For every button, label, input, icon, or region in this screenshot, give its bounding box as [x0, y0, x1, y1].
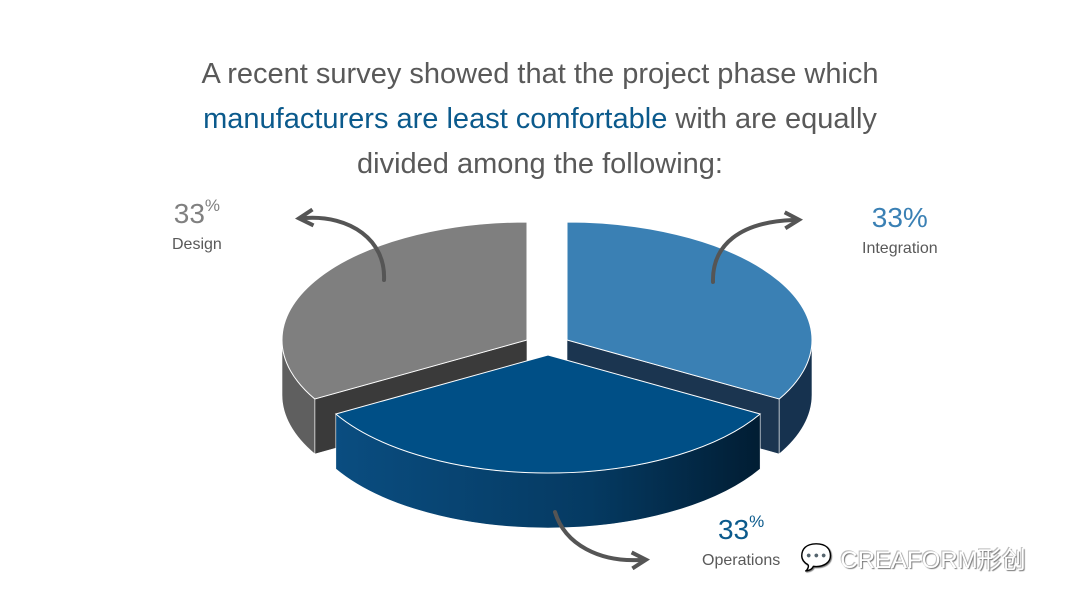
- operations-name: Operations: [702, 552, 781, 569]
- wechat-icon: 💬: [800, 542, 833, 572]
- title-highlight: manufacturers are least comfortable: [203, 103, 668, 135]
- arrow-design-icon: [294, 207, 387, 282]
- title-line-2-rest: with are equally: [667, 103, 877, 135]
- slice-integration: [566, 221, 813, 400]
- title-line-3: divided among the following:: [357, 148, 723, 180]
- slice-operations: [334, 354, 762, 474]
- integration-name: Integration: [862, 240, 938, 257]
- arrow-integration-icon: [710, 210, 804, 284]
- design-pct: 33: [173, 198, 205, 229]
- operations-pct: 33: [717, 514, 750, 545]
- design-name: Design: [172, 236, 222, 253]
- label-operations: 33% Operations: [702, 512, 781, 570]
- watermark-text: CREAFORM形创: [840, 547, 1026, 574]
- pct-unit: %: [749, 512, 765, 531]
- label-design: 33% Design: [172, 196, 222, 254]
- pct-unit: %: [902, 202, 928, 233]
- slice-design: [281, 221, 528, 400]
- page-title: A recent survey showed that the project …: [0, 52, 1080, 187]
- pct-unit: %: [204, 196, 221, 215]
- arrow-operations-icon: [553, 510, 651, 571]
- integration-pct: 33: [871, 202, 903, 233]
- title-line-1: A recent survey showed that the project …: [201, 58, 879, 90]
- title-line-2: manufacturers are least comfortable with…: [0, 97, 1080, 142]
- watermark: 💬 CREAFORM形创: [800, 540, 1026, 575]
- label-integration: 33% Integration: [862, 202, 938, 258]
